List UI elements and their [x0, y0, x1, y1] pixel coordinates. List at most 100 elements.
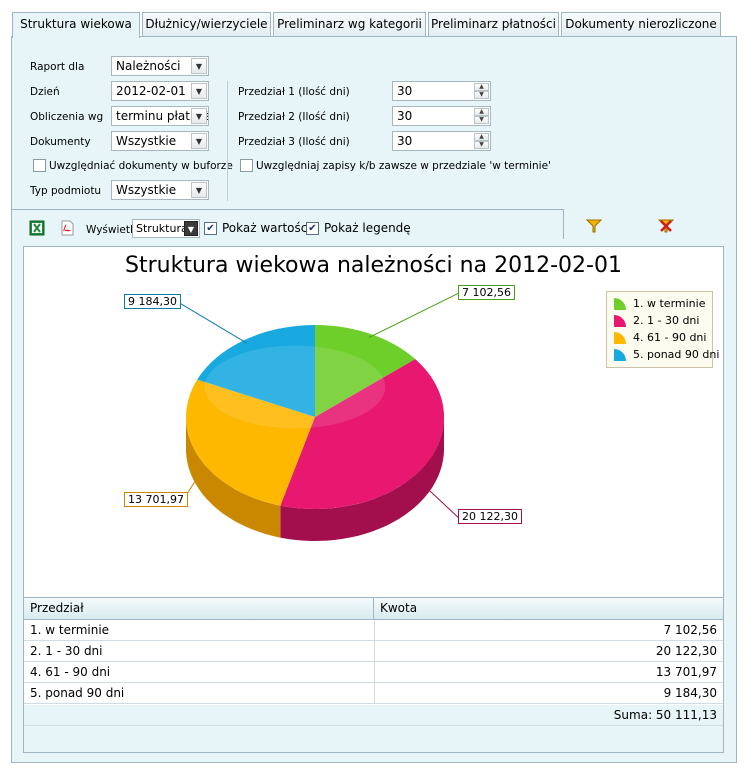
- typ-podmiotu-select[interactable]: Wszystkie ▼: [111, 180, 209, 200]
- tab-dokumenty-nierozliczone[interactable]: Dokumenty nierozliczone: [561, 12, 721, 36]
- typ-podmiotu-label: Typ podmiotu: [30, 185, 102, 197]
- pie-chart: [177, 292, 459, 541]
- toolbar-top-border: [12, 209, 563, 210]
- spin-up-icon[interactable]: ▲: [474, 133, 489, 141]
- spinner-buttons[interactable]: ▲ ▼: [474, 83, 489, 99]
- raport-dla-label: Raport dla: [30, 61, 85, 73]
- cell-kwota: 7 102,56: [663, 623, 717, 637]
- cell-kwota: 9 184,30: [663, 686, 717, 700]
- zapisy-kb-label: Uwzględniaj zapisy k/b zawsze w przedzia…: [256, 160, 551, 172]
- spin-up-icon[interactable]: ▲: [474, 108, 489, 116]
- spin-down-icon[interactable]: ▼: [474, 91, 489, 99]
- wyswietl-label: Wyświetl: [86, 224, 133, 236]
- cell-kwota: 13 701,97: [655, 665, 717, 679]
- legend-label: 2. 1 - 30 dni: [633, 314, 700, 327]
- pokaz-legende-checkbox[interactable]: ✔: [306, 222, 319, 235]
- excel-icon[interactable]: [29, 220, 45, 236]
- data-label: 9 184,30: [124, 294, 181, 310]
- tab-preliminarz-platnosci[interactable]: Preliminarz płatności: [428, 12, 559, 36]
- dzien-value: 2012-02-01: [116, 84, 186, 98]
- przedzial2-value: 30: [397, 109, 413, 123]
- cell-przedzial: 1. w terminie: [30, 623, 110, 637]
- column-header-kwota[interactable]: Kwota: [374, 598, 723, 620]
- przedzial3-spinner[interactable]: 30 ▲ ▼: [392, 131, 491, 151]
- table-row[interactable]: 5. ponad 90 dni 9 184,30: [24, 683, 723, 704]
- pie-highlight: [204, 345, 386, 429]
- pdf-icon[interactable]: [59, 220, 75, 236]
- spin-up-icon[interactable]: ▲: [474, 83, 489, 91]
- table-row[interactable]: 1. w terminie 7 102,56: [24, 620, 723, 641]
- cell-kwota: 20 122,30: [655, 644, 717, 658]
- tab-preliminarz-wg-kategorii[interactable]: Preliminarz wg kategorii: [273, 12, 426, 36]
- dokumenty-label: Dokumenty: [30, 136, 91, 148]
- pie-slice[interactable]: [280, 359, 445, 510]
- data-label: 13 701,97: [124, 492, 188, 508]
- dokumenty-value: Wszystkie: [116, 134, 177, 148]
- table-row[interactable]: 4. 61 - 90 dni 13 701,97: [24, 662, 723, 683]
- pie-slice[interactable]: [315, 325, 416, 417]
- obliczenia-wg-label: Obliczenia wg: [30, 111, 104, 123]
- chart-legend: 1. w terminie 2. 1 - 30 dni 4. 61 - 90 d…: [606, 291, 719, 368]
- column-divider: [227, 81, 228, 201]
- chevron-down-icon[interactable]: ▼: [191, 83, 207, 99]
- dzien-date-picker[interactable]: 2012-02-01 ▼: [111, 81, 209, 101]
- chevron-down-icon[interactable]: ▼: [191, 58, 207, 74]
- przedzial1-label: Przedział 1 (Ilość dni): [238, 86, 350, 98]
- spinner-buttons[interactable]: ▲ ▼: [474, 133, 489, 149]
- pie-slice-side: [186, 417, 281, 538]
- spin-down-icon[interactable]: ▼: [474, 116, 489, 124]
- table-footer: [24, 726, 723, 752]
- przedzial1-value: 30: [397, 84, 413, 98]
- raport-dla-value: Należności: [116, 59, 181, 73]
- chevron-down-icon[interactable]: ▼: [191, 133, 207, 149]
- obliczenia-wg-value: terminu płatności: [116, 109, 208, 123]
- chevron-down-icon[interactable]: ▼: [184, 221, 198, 236]
- przedzial3-label: Przedział 3 (Ilość dni): [238, 136, 350, 148]
- spin-down-icon[interactable]: ▼: [474, 141, 489, 149]
- wyswietl-value: Struktura: [136, 222, 188, 235]
- przedzial2-spinner[interactable]: 30 ▲ ▼: [392, 106, 491, 126]
- dokumenty-select[interactable]: Wszystkie ▼: [111, 131, 209, 151]
- typ-podmiotu-value: Wszystkie: [116, 183, 177, 197]
- wyswietl-select[interactable]: Struktura ▼: [132, 219, 200, 238]
- tab-dluznicy-wierzyciele[interactable]: Dłużnicy/wierzyciele: [142, 12, 271, 36]
- legend-swatch-icon: [614, 298, 626, 310]
- table-row[interactable]: 2. 1 - 30 dni 20 122,30: [24, 641, 723, 662]
- report-panel: Raport dla Należności ▼ Dzień 2012-02-01…: [11, 36, 737, 763]
- cell-divider: [374, 620, 375, 640]
- chart-title: Struktura wiekowa należności na 2012-02-…: [125, 253, 622, 278]
- raport-dla-select[interactable]: Należności ▼: [111, 56, 209, 76]
- pokaz-wartosci-label: Pokaż wartości: [222, 221, 311, 235]
- chevron-down-icon[interactable]: ▼: [191, 108, 207, 124]
- data-label: 7 102,56: [458, 285, 515, 301]
- toolbar-divider: [563, 209, 564, 239]
- pie-slice[interactable]: [186, 379, 315, 506]
- dzien-label: Dzień: [30, 86, 60, 98]
- data-label: 20 122,30: [458, 509, 522, 525]
- przedzial2-label: Przedział 2 (Ilość dni): [238, 111, 350, 123]
- table-summary-row: Suma: 50 111,13: [24, 705, 723, 726]
- chevron-down-icon[interactable]: ▼: [191, 182, 207, 198]
- cell-divider: [374, 683, 375, 703]
- sum-value: Suma: 50 111,13: [613, 708, 717, 722]
- data-label-leader-line: [419, 480, 459, 518]
- obliczenia-wg-select[interactable]: terminu płatności ▼: [111, 106, 209, 126]
- pokaz-wartosci-checkbox[interactable]: ✔: [204, 222, 217, 235]
- legend-swatch-icon: [614, 332, 626, 344]
- legend-label: 5. ponad 90 dni: [633, 348, 720, 361]
- cell-przedzial: 4. 61 - 90 dni: [30, 665, 111, 679]
- data-label-leader-line: [177, 301, 248, 344]
- buforze-checkbox[interactable]: [33, 159, 46, 172]
- przedzial3-value: 30: [397, 134, 413, 148]
- chart-area: Struktura wiekowa należności na 2012-02-…: [23, 246, 724, 598]
- tab-struktura-wiekowa[interactable]: Struktura wiekowa: [12, 12, 140, 38]
- cell-divider: [374, 641, 375, 661]
- legend-label: 1. w terminie: [633, 297, 706, 310]
- pie-slice[interactable]: [197, 325, 315, 417]
- spinner-buttons[interactable]: ▲ ▼: [474, 108, 489, 124]
- przedzial1-spinner[interactable]: 30 ▲ ▼: [392, 81, 491, 101]
- zapisy-kb-checkbox[interactable]: [240, 159, 253, 172]
- clear-filter-icon[interactable]: [658, 218, 674, 234]
- filter-icon[interactable]: [586, 218, 602, 234]
- column-header-przedzial[interactable]: Przedział: [24, 598, 374, 620]
